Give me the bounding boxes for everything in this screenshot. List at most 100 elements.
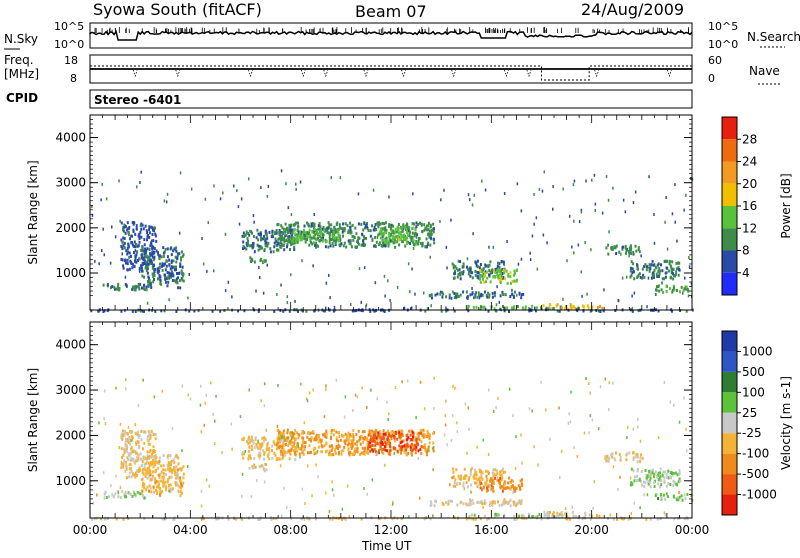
scatter-echo [328,510,331,513]
range-cell [465,474,468,478]
range-cell [311,224,314,228]
range-cell [133,240,136,244]
scatter-echo [176,482,178,486]
scatter-echo [658,275,660,278]
range-cell [491,268,494,272]
range-cell [492,474,495,478]
scatter-echo [686,449,688,453]
range-cell [251,244,254,247]
scatter-echo [653,213,655,216]
range-cell [382,451,385,455]
range-cell [300,235,303,239]
range-cell [515,517,518,521]
noise-panel-frame [89,22,693,49]
scatter-echo [671,212,674,216]
range-cell [469,500,472,504]
range-cell [143,243,146,247]
colorbar-segment [722,161,737,184]
range-cell [494,468,497,472]
scatter-echo [664,220,666,224]
range-cell [619,458,622,462]
range-cell [377,431,380,435]
range-cell [534,309,537,313]
range-cell [155,456,158,459]
range-cell [492,468,495,472]
range-cell [430,236,432,240]
range-cell [149,449,152,452]
scatter-echo [283,486,285,490]
range-cell [294,428,297,432]
range-cell [312,430,315,433]
scatter-echo [263,404,266,408]
scatter-echo [433,407,435,411]
scatter-echo [136,185,138,189]
scatter-echo [463,487,466,491]
scatter-echo [440,198,442,202]
range-cell [419,431,422,435]
scatter-echo [126,456,128,460]
scatter-echo [168,487,170,491]
range-cell [179,279,182,283]
range-cell [159,254,161,258]
range-cell [679,290,681,294]
scatter-echo [105,197,108,201]
range-cell [448,296,451,300]
scatter-echo [511,288,513,292]
range-cell [171,279,174,282]
range-cell [151,247,154,251]
range-cell [260,445,263,449]
range-cell [335,430,338,434]
range-cell [481,471,484,475]
range-cell [509,271,512,275]
range-cell [636,467,639,471]
range-cell [376,441,379,445]
range-cell [519,485,521,489]
range-cell [313,452,316,456]
range-cell [255,236,258,240]
range-cell [138,444,141,448]
range-cell [520,480,523,484]
scatter-echo [676,239,678,243]
range-cell [405,448,408,452]
range-cell [294,452,297,456]
range-cell [324,245,327,249]
range-cell [182,279,185,283]
range-cell [124,225,127,229]
scatter-echo [615,451,617,455]
range-cell [257,248,260,252]
range-cell [140,264,142,268]
range-cell [303,237,306,241]
scatter-echo [669,400,672,404]
range-cell [428,441,431,445]
range-cell [159,493,161,497]
range-cell [248,445,251,449]
scatter-echo [391,502,394,506]
range-cell [399,441,402,445]
range-cell [511,292,514,296]
range-cell [129,467,132,471]
range-cell [369,229,372,233]
range-cell [139,282,142,286]
range-cell [335,230,338,234]
range-cell [313,223,315,227]
scatter-echo [684,276,686,280]
range-cell [477,265,479,269]
range-cell [479,280,482,284]
range-cell [509,487,512,491]
range-cell [467,305,469,309]
range-cell [270,235,273,239]
scatter-echo [98,421,100,425]
range-cell [657,478,660,482]
range-cell [651,471,654,475]
range-cell [394,240,397,244]
range-cell [401,229,404,233]
range-cell [329,231,332,235]
range-cell [513,279,516,283]
range-cell [608,456,611,460]
range-cell [389,223,392,227]
range-cell [141,489,144,493]
range-cell [301,444,303,447]
scatter-echo [423,407,426,411]
range-cell [144,430,147,434]
range-cell [460,477,462,481]
